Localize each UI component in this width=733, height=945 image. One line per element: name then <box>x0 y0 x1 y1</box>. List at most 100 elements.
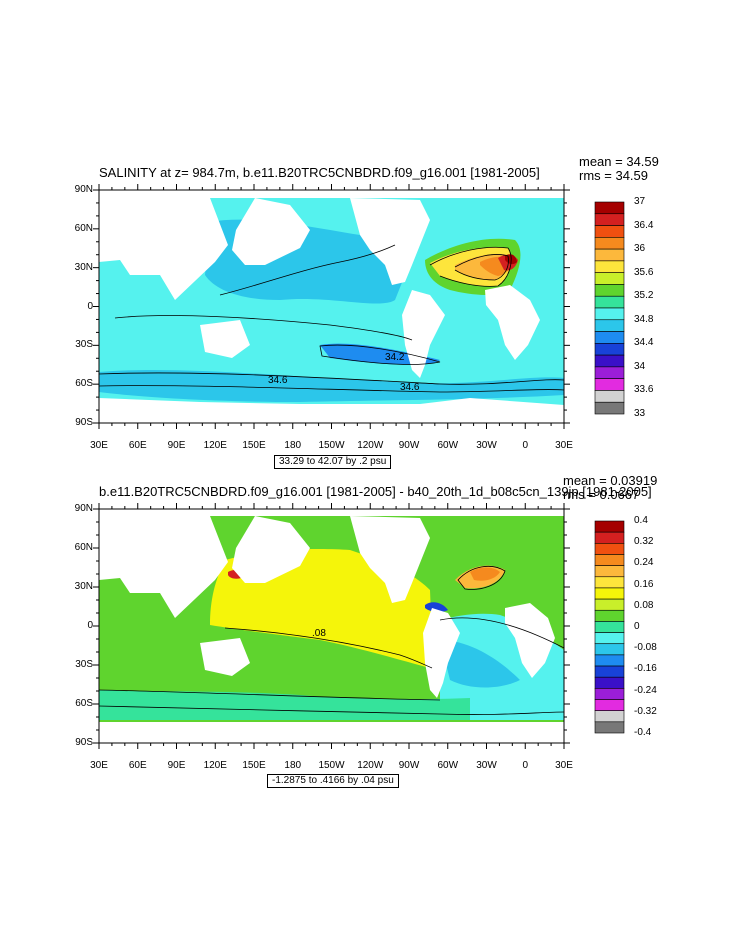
panel2-contours <box>99 565 564 715</box>
colorbar-swatch <box>594 688 625 700</box>
colorbar-swatch <box>594 587 625 600</box>
colorbar-label: 34 <box>634 360 646 372</box>
panel1-contour-label: 34.6 <box>400 382 420 393</box>
colorbar-label: 0.4 <box>634 515 648 526</box>
lon-label: 90W <box>398 760 420 771</box>
lat-label: 30N <box>74 261 93 273</box>
colorbar-swatch <box>594 295 625 309</box>
colorbar-label: 34.8 <box>634 313 654 325</box>
lon-label: 120E <box>203 440 227 451</box>
colorbar-swatch <box>594 598 625 611</box>
panel1-contour-label: 34.2 <box>385 352 405 363</box>
panel1-rms: rms = 34.59 <box>579 168 649 183</box>
lon-label: 150W <box>318 760 345 771</box>
colorbar-label: 36.4 <box>634 219 654 231</box>
lon-label: 30W <box>476 440 497 451</box>
lon-label: 30W <box>476 760 497 771</box>
lon-label: 150E <box>242 440 266 451</box>
colorbar-swatch <box>594 554 625 566</box>
lon-label: 150E <box>242 760 266 771</box>
colorbar-swatch <box>594 543 625 555</box>
lon-label: 30E <box>555 760 573 771</box>
colorbar-label: 0.24 <box>634 557 654 569</box>
lat-label: 0 <box>87 300 93 312</box>
colorbar-swatch <box>594 225 625 238</box>
lon-label: 30E <box>90 440 108 451</box>
colorbar-swatch <box>594 272 625 285</box>
colorbar-swatch <box>594 213 625 226</box>
colorbar-label: 0 <box>634 621 640 632</box>
lon-label: 60W <box>437 760 459 771</box>
colorbar-label: -0.24 <box>634 684 657 696</box>
colorbar-label: 36 <box>634 243 646 255</box>
lon-label: 90E <box>167 440 186 451</box>
lat-label: 60N <box>74 542 93 553</box>
colorbar-swatch <box>594 307 625 321</box>
lon-label: 180 <box>284 440 302 451</box>
panel2-range-label: -1.2875 to .4166 by .04 psu <box>267 774 399 788</box>
panel1-range-label: 33.29 to 42.07 by .2 psu <box>274 455 392 469</box>
colorbar-swatch <box>594 654 625 667</box>
colorbar-swatch <box>594 665 625 678</box>
lon-label: 60W <box>437 440 459 451</box>
colorbar-label: 35.6 <box>634 266 654 278</box>
colorbar-swatch <box>594 343 625 356</box>
colorbar-swatch <box>594 721 625 734</box>
colorbar-swatch <box>594 621 625 633</box>
panel1-contours <box>99 244 564 393</box>
colorbar-swatch <box>594 576 625 589</box>
colorbar-swatch <box>594 237 625 250</box>
lon-label: 30E <box>90 760 108 771</box>
panel2-frame <box>98 508 565 744</box>
lat-label: 60S <box>75 698 93 709</box>
colorbar-label: -0.4 <box>634 727 652 738</box>
lat-label: 90N <box>74 184 93 195</box>
colorbar-label: -0.08 <box>634 642 657 654</box>
colorbar-swatch <box>594 632 625 645</box>
lat-label: 90S <box>75 417 93 428</box>
colorbar-swatch <box>594 401 625 415</box>
colorbar-swatch <box>594 520 625 533</box>
colorbar-swatch <box>594 565 625 578</box>
colorbar-label: 0.08 <box>634 599 654 611</box>
colorbar-swatch <box>594 710 625 723</box>
panel2-colorbar <box>594 520 625 734</box>
panel1-frame <box>98 189 565 424</box>
colorbar-label: 0.16 <box>634 578 654 590</box>
panel2-difference-field <box>99 509 564 743</box>
panel1-ticks <box>93 184 570 429</box>
lat-label: 90S <box>75 737 93 748</box>
lon-label: 120W <box>357 440 384 451</box>
lon-label: 150W <box>318 440 345 451</box>
colorbar-swatch <box>594 378 625 391</box>
panel2-ticks <box>93 503 570 749</box>
lon-label: 120W <box>357 760 384 771</box>
colorbar-swatch <box>594 284 625 297</box>
panel2-title: b.e11.B20TRC5CNBDRD.f09_g16.001 [1981-20… <box>99 484 652 499</box>
colorbar-label: 37 <box>634 196 646 207</box>
lat-label: 0 <box>87 620 93 631</box>
lon-label: 90E <box>167 760 186 771</box>
colorbar-label: 33.6 <box>634 384 654 396</box>
colorbar-label: 34.4 <box>634 337 654 349</box>
colorbar-swatch <box>594 319 625 332</box>
colorbar-label: 35.2 <box>634 290 654 302</box>
colorbar-swatch <box>594 331 625 344</box>
panel2-mean: mean = 0.03919 <box>563 473 658 488</box>
panel2-rms: rms = 0.0667 <box>563 487 640 502</box>
colorbar-label: 33 <box>634 408 646 419</box>
lon-label: 90W <box>398 440 420 451</box>
colorbar-label: 0.32 <box>634 536 654 548</box>
lat-label: 60S <box>75 378 93 390</box>
panel1-title: SALINITY at z= 984.7m, b.e11.B20TRC5CNBD… <box>99 165 540 180</box>
colorbar-swatch <box>594 676 625 689</box>
colorbar-swatch <box>594 366 625 379</box>
colorbar-label: -0.16 <box>634 663 657 675</box>
colorbar-swatch <box>594 260 625 273</box>
lon-label: 60E <box>128 440 147 451</box>
lon-label: 0 <box>522 760 529 771</box>
lat-label: 30N <box>74 581 93 592</box>
colorbar-swatch <box>594 248 625 262</box>
panel1-mean: mean = 34.59 <box>579 154 659 169</box>
colorbar-swatch <box>594 354 625 368</box>
